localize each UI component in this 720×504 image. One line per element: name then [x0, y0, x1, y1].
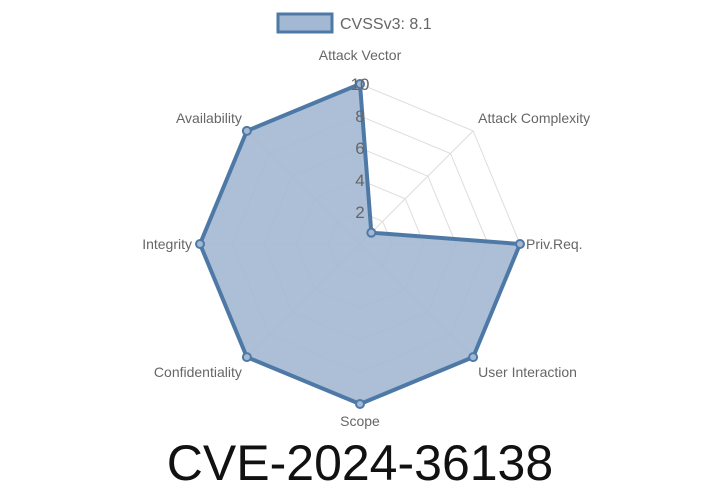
legend-label: CVSSv3: 8.1 [340, 16, 432, 33]
r-tick-label: 2 [355, 203, 364, 222]
axis-label: Attack Complexity [478, 110, 590, 126]
r-tick-label: 4 [355, 171, 364, 190]
data-point [355, 79, 365, 89]
grid-spoke [359, 130, 474, 245]
axis-label: Priv.Req. [526, 236, 583, 252]
r-tick-label: 10 [351, 75, 370, 94]
axis-label: Attack Vector [319, 47, 402, 63]
axis-label: Confidentiality [154, 364, 242, 380]
r-tick-label: 8 [355, 107, 364, 126]
axis-label: User Interaction [478, 364, 577, 380]
data-point [355, 399, 365, 409]
legend-swatch [276, 12, 334, 34]
axis-label: Availability [176, 110, 242, 126]
data-point [515, 239, 525, 249]
data-point [468, 352, 479, 363]
axis-label: Integrity [142, 236, 192, 252]
data-point [195, 239, 205, 249]
chart-title: CVE-2024-36138 [166, 435, 554, 491]
data-point [366, 227, 377, 238]
data-point [241, 352, 252, 363]
data-point [241, 125, 252, 136]
r-tick-label: 6 [355, 139, 364, 158]
axis-label: Scope [340, 413, 380, 429]
